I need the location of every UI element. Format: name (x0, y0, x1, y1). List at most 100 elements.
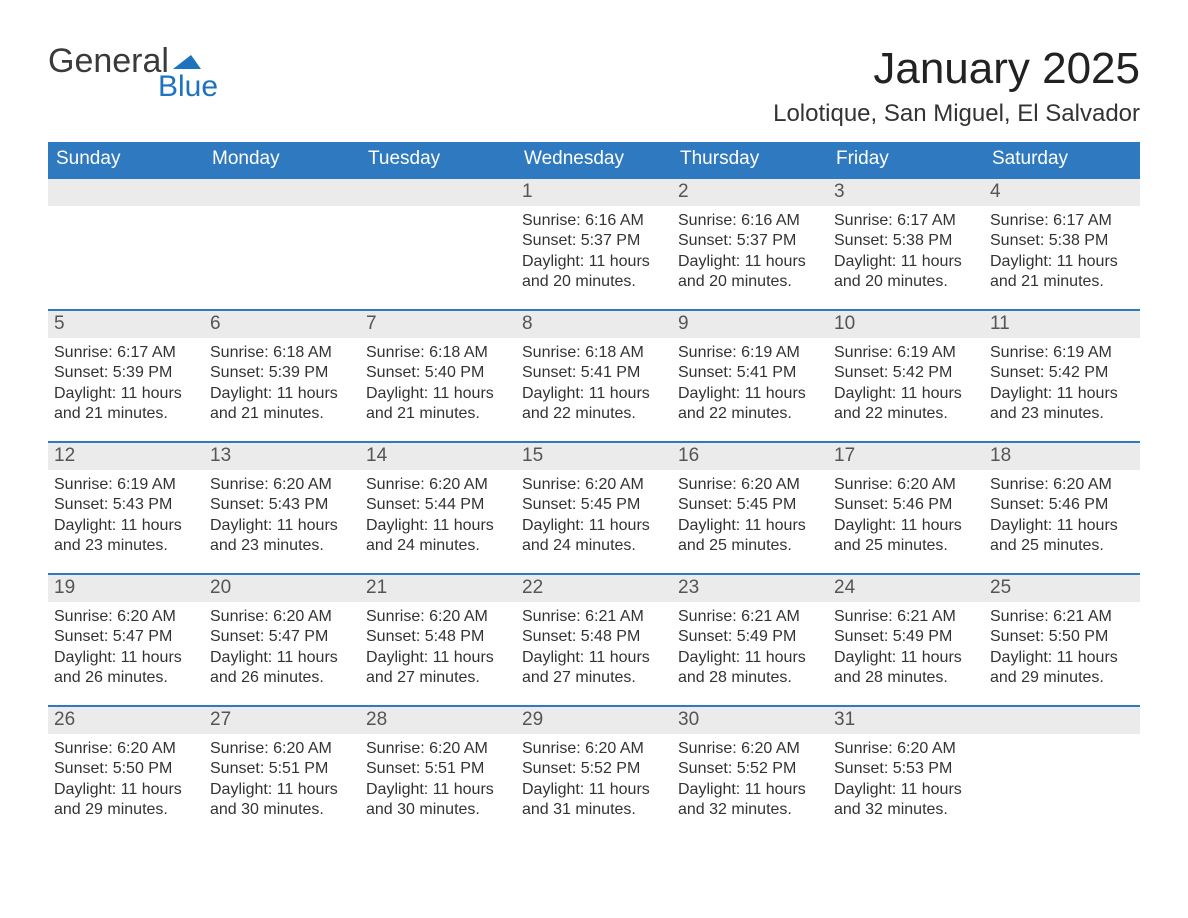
day-number: 25 (984, 573, 1140, 602)
daylight-text-1: Daylight: 11 hours (54, 384, 198, 404)
daylight-text-2: and 27 minutes. (366, 668, 510, 688)
calendar-day: 11Sunrise: 6:19 AMSunset: 5:42 PMDayligh… (984, 309, 1140, 441)
sunset-text: Sunset: 5:49 PM (678, 627, 822, 647)
day-content: Sunrise: 6:20 AMSunset: 5:45 PMDaylight:… (672, 470, 828, 557)
daylight-text-1: Daylight: 11 hours (366, 780, 510, 800)
daylight-text-2: and 30 minutes. (366, 800, 510, 820)
day-content: Sunrise: 6:20 AMSunset: 5:47 PMDaylight:… (48, 602, 204, 689)
day-content: Sunrise: 6:20 AMSunset: 5:44 PMDaylight:… (360, 470, 516, 557)
calendar-day: 26Sunrise: 6:20 AMSunset: 5:50 PMDayligh… (48, 705, 204, 837)
day-number (984, 705, 1140, 734)
calendar-week: 5Sunrise: 6:17 AMSunset: 5:39 PMDaylight… (48, 309, 1140, 441)
daylight-text-2: and 28 minutes. (834, 668, 978, 688)
day-number: 3 (828, 177, 984, 206)
daylight-text-1: Daylight: 11 hours (990, 516, 1134, 536)
calendar-day: 31Sunrise: 6:20 AMSunset: 5:53 PMDayligh… (828, 705, 984, 837)
daylight-text-1: Daylight: 11 hours (678, 252, 822, 272)
daylight-text-1: Daylight: 11 hours (834, 384, 978, 404)
month-title: January 2025 (773, 44, 1140, 94)
daylight-text-1: Daylight: 11 hours (834, 780, 978, 800)
title-block: January 2025 Lolotique, San Miguel, El S… (773, 44, 1140, 142)
sunrise-text: Sunrise: 6:21 AM (522, 607, 666, 627)
day-content: Sunrise: 6:18 AMSunset: 5:41 PMDaylight:… (516, 338, 672, 425)
sunrise-text: Sunrise: 6:17 AM (834, 211, 978, 231)
daylight-text-2: and 22 minutes. (522, 404, 666, 424)
day-number: 31 (828, 705, 984, 734)
day-content: Sunrise: 6:17 AMSunset: 5:39 PMDaylight:… (48, 338, 204, 425)
column-header: Tuesday (360, 142, 516, 177)
day-number: 18 (984, 441, 1140, 470)
sunset-text: Sunset: 5:46 PM (834, 495, 978, 515)
sunset-text: Sunset: 5:48 PM (522, 627, 666, 647)
daylight-text-1: Daylight: 11 hours (990, 252, 1134, 272)
calendar-day: 5Sunrise: 6:17 AMSunset: 5:39 PMDaylight… (48, 309, 204, 441)
calendar-day: 1Sunrise: 6:16 AMSunset: 5:37 PMDaylight… (516, 177, 672, 309)
daylight-text-1: Daylight: 11 hours (678, 648, 822, 668)
daylight-text-1: Daylight: 11 hours (678, 516, 822, 536)
daylight-text-1: Daylight: 11 hours (210, 780, 354, 800)
calendar-day: 7Sunrise: 6:18 AMSunset: 5:40 PMDaylight… (360, 309, 516, 441)
day-content (360, 206, 516, 211)
day-content: Sunrise: 6:20 AMSunset: 5:46 PMDaylight:… (984, 470, 1140, 557)
day-number: 1 (516, 177, 672, 206)
sunset-text: Sunset: 5:37 PM (678, 231, 822, 251)
sunrise-text: Sunrise: 6:18 AM (210, 343, 354, 363)
day-content: Sunrise: 6:21 AMSunset: 5:49 PMDaylight:… (828, 602, 984, 689)
day-content: Sunrise: 6:20 AMSunset: 5:47 PMDaylight:… (204, 602, 360, 689)
sunset-text: Sunset: 5:39 PM (210, 363, 354, 383)
sunset-text: Sunset: 5:40 PM (366, 363, 510, 383)
day-content: Sunrise: 6:19 AMSunset: 5:42 PMDaylight:… (984, 338, 1140, 425)
day-content: Sunrise: 6:20 AMSunset: 5:52 PMDaylight:… (516, 734, 672, 821)
sunrise-text: Sunrise: 6:21 AM (678, 607, 822, 627)
sunrise-text: Sunrise: 6:20 AM (522, 739, 666, 759)
day-number: 16 (672, 441, 828, 470)
day-content: Sunrise: 6:21 AMSunset: 5:49 PMDaylight:… (672, 602, 828, 689)
day-number (204, 177, 360, 206)
column-header: Friday (828, 142, 984, 177)
daylight-text-1: Daylight: 11 hours (210, 384, 354, 404)
calendar-day: 22Sunrise: 6:21 AMSunset: 5:48 PMDayligh… (516, 573, 672, 705)
day-number: 8 (516, 309, 672, 338)
daylight-text-1: Daylight: 11 hours (834, 648, 978, 668)
sunset-text: Sunset: 5:41 PM (522, 363, 666, 383)
daylight-text-2: and 32 minutes. (834, 800, 978, 820)
calendar-empty (360, 177, 516, 309)
daylight-text-1: Daylight: 11 hours (366, 516, 510, 536)
sunset-text: Sunset: 5:50 PM (54, 759, 198, 779)
calendar-day: 28Sunrise: 6:20 AMSunset: 5:51 PMDayligh… (360, 705, 516, 837)
sunrise-text: Sunrise: 6:21 AM (834, 607, 978, 627)
daylight-text-2: and 20 minutes. (678, 272, 822, 292)
daylight-text-2: and 26 minutes. (210, 668, 354, 688)
day-content: Sunrise: 6:19 AMSunset: 5:43 PMDaylight:… (48, 470, 204, 557)
calendar-day: 2Sunrise: 6:16 AMSunset: 5:37 PMDaylight… (672, 177, 828, 309)
day-number: 14 (360, 441, 516, 470)
sunset-text: Sunset: 5:43 PM (210, 495, 354, 515)
sunset-text: Sunset: 5:38 PM (990, 231, 1134, 251)
daylight-text-2: and 25 minutes. (990, 536, 1134, 556)
column-header: Saturday (984, 142, 1140, 177)
sunrise-text: Sunrise: 6:20 AM (54, 607, 198, 627)
sunset-text: Sunset: 5:53 PM (834, 759, 978, 779)
sunrise-text: Sunrise: 6:21 AM (990, 607, 1134, 627)
daylight-text-2: and 23 minutes. (990, 404, 1134, 424)
calendar-day: 8Sunrise: 6:18 AMSunset: 5:41 PMDaylight… (516, 309, 672, 441)
calendar-day: 21Sunrise: 6:20 AMSunset: 5:48 PMDayligh… (360, 573, 516, 705)
daylight-text-2: and 22 minutes. (678, 404, 822, 424)
day-content: Sunrise: 6:20 AMSunset: 5:45 PMDaylight:… (516, 470, 672, 557)
daylight-text-1: Daylight: 11 hours (834, 252, 978, 272)
sunset-text: Sunset: 5:41 PM (678, 363, 822, 383)
day-number: 7 (360, 309, 516, 338)
daylight-text-2: and 30 minutes. (210, 800, 354, 820)
daylight-text-1: Daylight: 11 hours (678, 780, 822, 800)
day-number: 10 (828, 309, 984, 338)
daylight-text-2: and 31 minutes. (522, 800, 666, 820)
sunrise-text: Sunrise: 6:20 AM (210, 607, 354, 627)
sunset-text: Sunset: 5:44 PM (366, 495, 510, 515)
day-number: 11 (984, 309, 1140, 338)
day-content: Sunrise: 6:16 AMSunset: 5:37 PMDaylight:… (516, 206, 672, 293)
sunrise-text: Sunrise: 6:18 AM (366, 343, 510, 363)
day-number: 4 (984, 177, 1140, 206)
daylight-text-2: and 27 minutes. (522, 668, 666, 688)
sunrise-text: Sunrise: 6:20 AM (210, 475, 354, 495)
calendar-week: 1Sunrise: 6:16 AMSunset: 5:37 PMDaylight… (48, 177, 1140, 309)
